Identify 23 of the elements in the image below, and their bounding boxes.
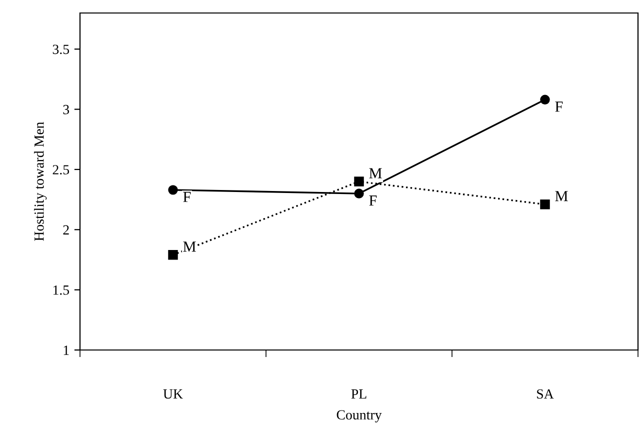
point	[168, 250, 178, 260]
x-tick-label: SA	[537, 389, 554, 399]
point	[354, 176, 364, 186]
y-tick-label: 1.5	[53, 285, 70, 295]
y-tick-label: 3.5	[52, 44, 70, 54]
y-tick-label: 2.5	[52, 165, 70, 174]
text: F	[555, 102, 563, 112]
y-axis-title: Hostility toward Men	[34, 122, 47, 241]
series-label: F	[183, 192, 191, 202]
text: M	[369, 168, 382, 178]
point	[168, 185, 178, 195]
y-tick-label: 3	[63, 104, 70, 114]
point	[540, 200, 550, 210]
text: F	[369, 196, 377, 206]
x-axis-title: Country	[336, 410, 382, 422]
point	[540, 94, 550, 105]
x-tick-label: PL	[351, 389, 366, 399]
series-label: M	[183, 242, 196, 252]
text: M	[555, 191, 568, 202]
point	[354, 188, 364, 198]
y-tick-label: 2	[63, 225, 69, 234]
x-tick-label: UK	[163, 389, 183, 399]
y-tick-label: 1	[64, 346, 69, 355]
